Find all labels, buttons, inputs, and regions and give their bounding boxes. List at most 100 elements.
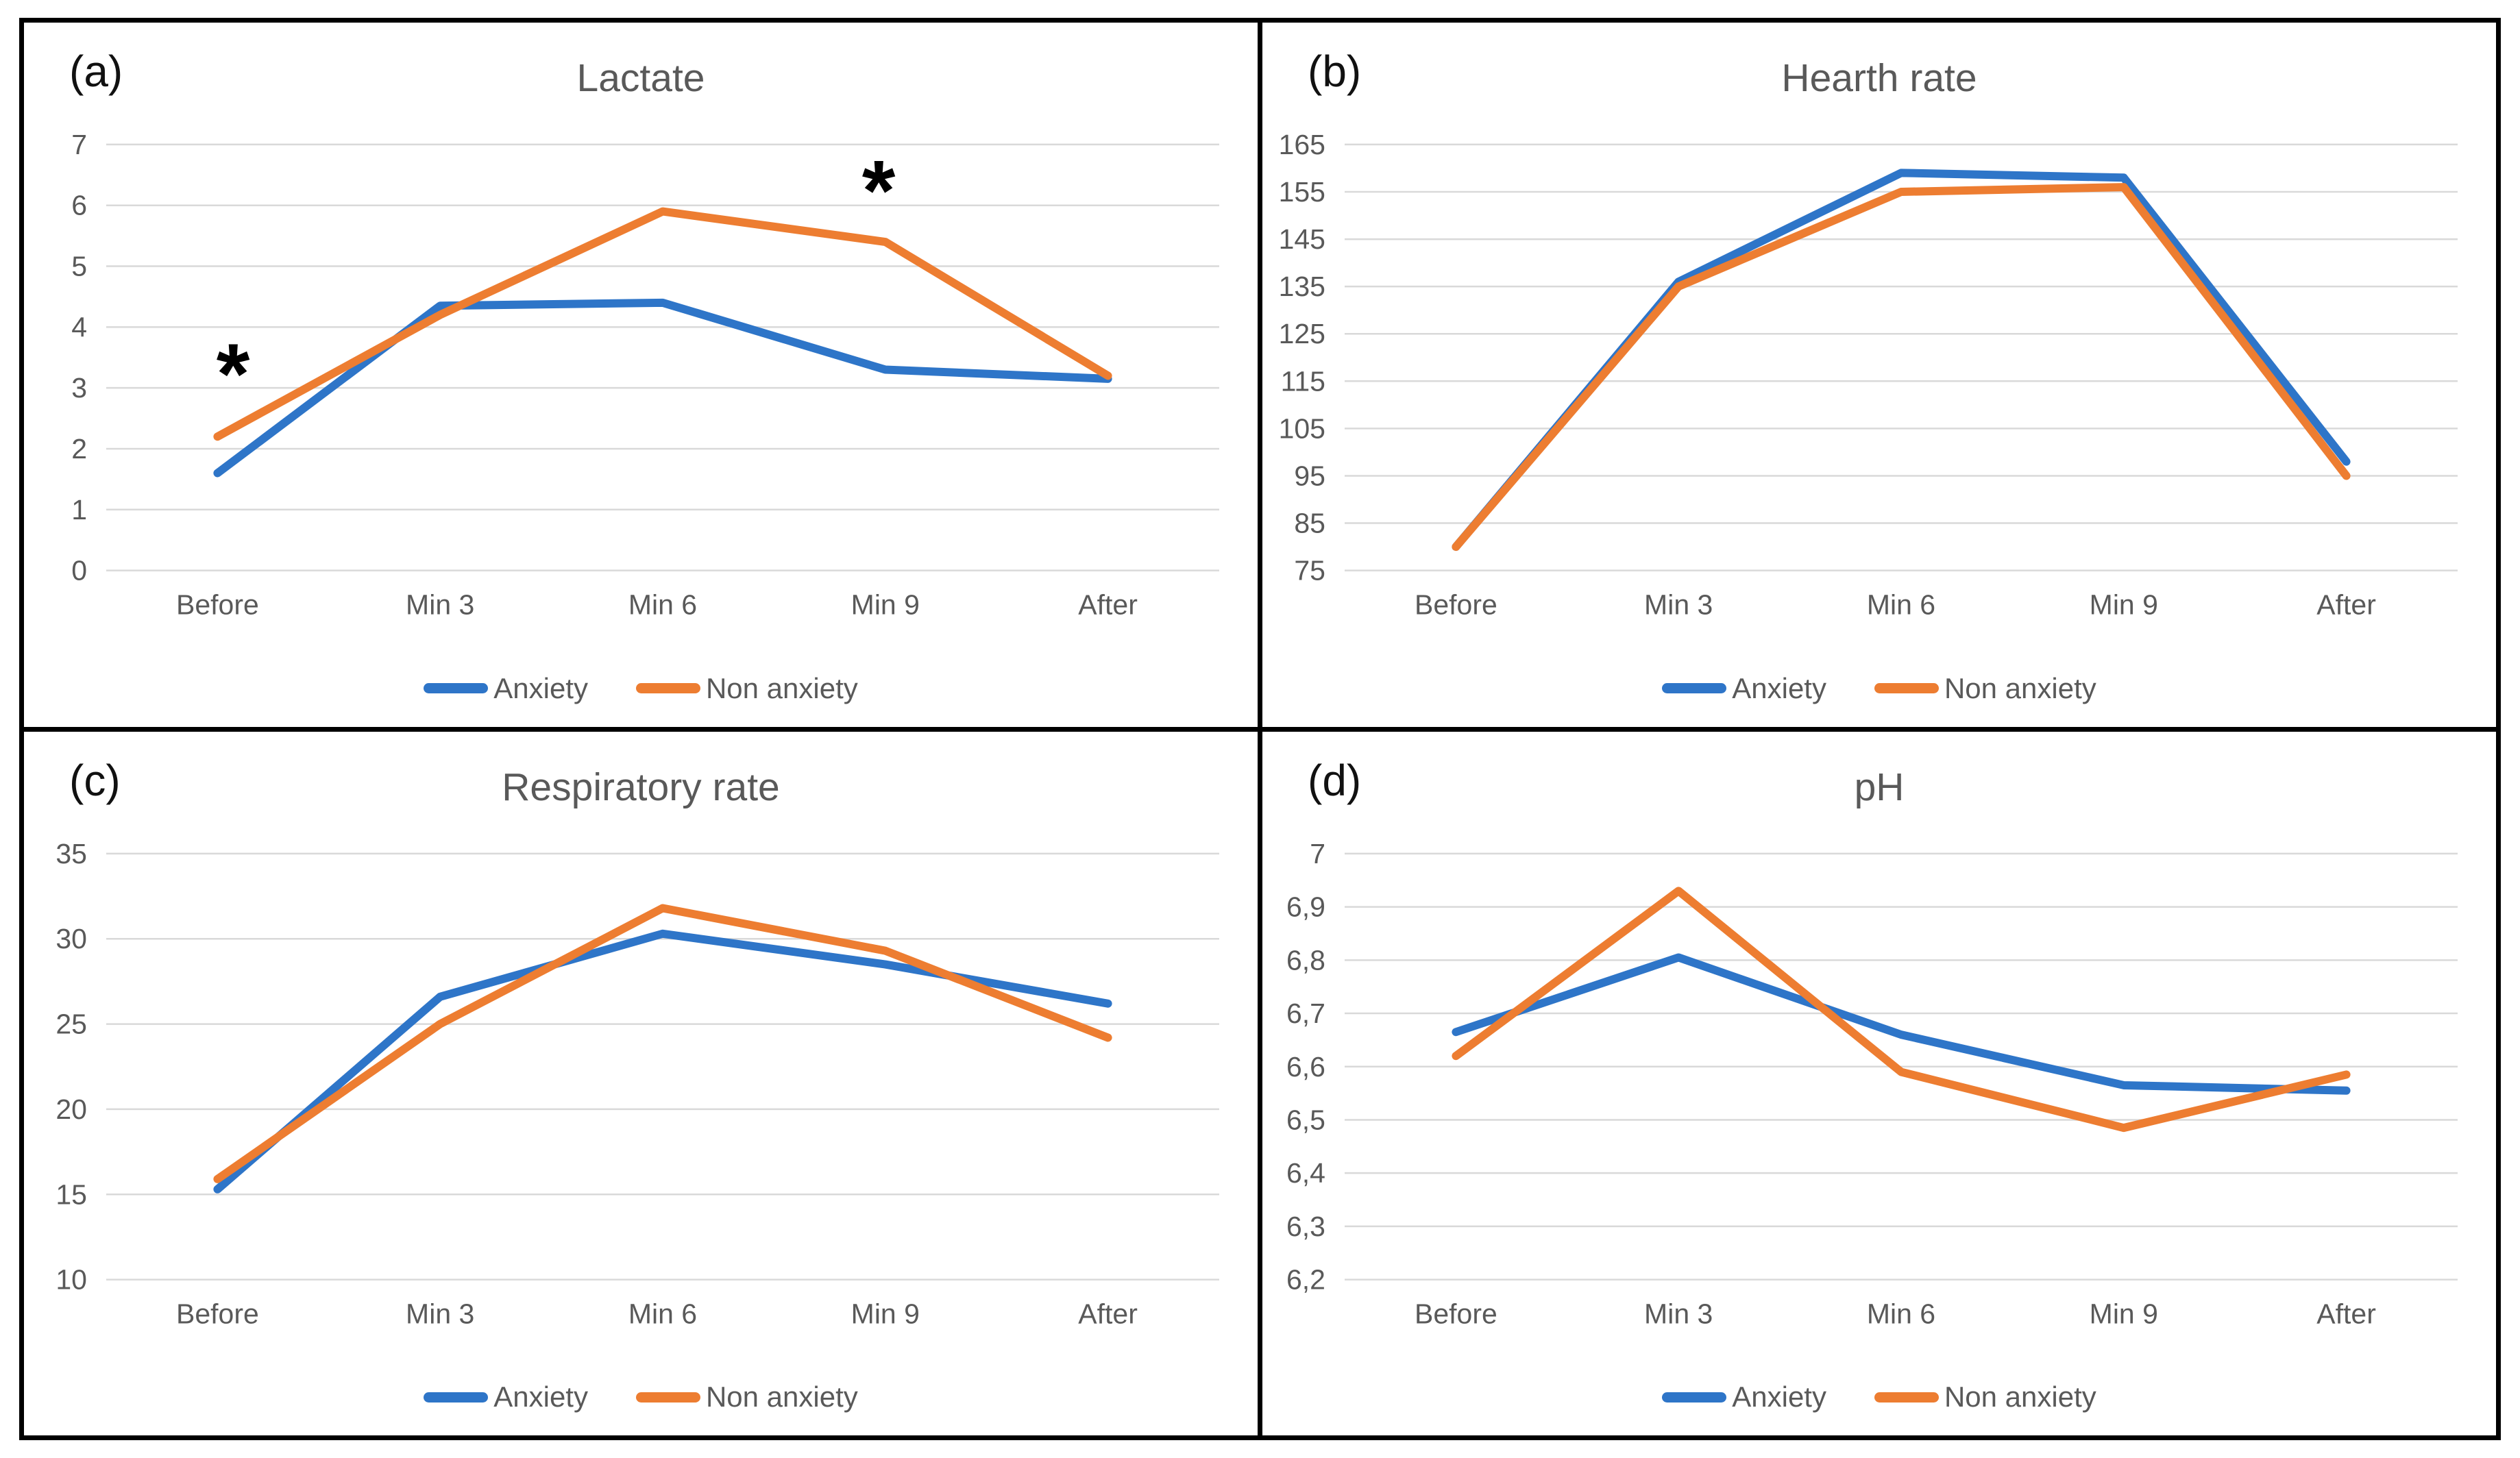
x-axis-category-label: Min 6 bbox=[1867, 1298, 1935, 1329]
y-axis-tick-label: 1 bbox=[71, 494, 87, 526]
y-axis-tick-label: 115 bbox=[1281, 365, 1325, 397]
legend-label: Anxiety bbox=[493, 1381, 588, 1413]
y-axis-tick-label: 6,9 bbox=[1286, 891, 1325, 922]
series-line-anxiety bbox=[1452, 952, 2351, 1095]
y-axis-tick-label: 25 bbox=[56, 1008, 87, 1039]
panel-letter: (b) bbox=[1308, 47, 1362, 96]
legend-item-anxiety: Anxiety bbox=[424, 1381, 588, 1413]
x-axis-category-label: Min 6 bbox=[628, 1298, 697, 1329]
y-axis-tick-label: 5 bbox=[71, 251, 87, 282]
lactate-chart: 0 1 2 3 4 5 6 7 Before Min 3 Min 6 Min 9 After * * bbox=[71, 129, 1219, 621]
x-axis-category-label: Min 9 bbox=[2090, 589, 2158, 621]
y-axis-tick-label: 10 bbox=[56, 1263, 87, 1295]
non-anxiety-line-swatch bbox=[1874, 683, 1939, 693]
panel-letter: (a) bbox=[69, 47, 123, 96]
significance-asterisk: * bbox=[862, 144, 896, 239]
panel-letter: (c) bbox=[69, 755, 121, 805]
heart-rate-chart: 75 85 95 105 115 125 135 145 155 165 Before Min 3 Mi… bbox=[1279, 129, 2458, 621]
x-axis-category-label: After bbox=[2316, 1298, 2376, 1329]
panel-letter: (d) bbox=[1308, 755, 1362, 805]
anxiety-line-swatch bbox=[424, 683, 489, 693]
y-axis-tick-label: 95 bbox=[1294, 460, 1325, 491]
series-line-non-anxiety bbox=[1452, 183, 2351, 552]
series-line-non-anxiety bbox=[213, 207, 1112, 441]
y-axis-tick-label: 155 bbox=[1279, 176, 1325, 208]
y-axis-tick-label: 145 bbox=[1279, 223, 1325, 255]
series-line-anxiety bbox=[213, 298, 1112, 478]
x-axis-category-label: Before bbox=[1415, 1298, 1497, 1329]
y-axis-tick-label: 7 bbox=[1310, 837, 1325, 869]
legend-item-anxiety: Anxiety bbox=[424, 672, 588, 705]
chart-title: Lactate bbox=[576, 56, 705, 100]
x-axis-category-label: Min 3 bbox=[406, 1298, 474, 1329]
x-axis-category-label: Min 6 bbox=[1867, 589, 1935, 621]
series-line-non-anxiety bbox=[1452, 886, 2351, 1132]
panel-d-ph: (d) pH 6,2 6,3 6,4 6,5 6,6 6,7 6,8 6,9 7 Before Mi… bbox=[1262, 731, 2496, 1435]
legend-label: Anxiety bbox=[1732, 1381, 1826, 1413]
y-axis-tick-label: 6,5 bbox=[1286, 1104, 1325, 1135]
x-axis-category-label: After bbox=[1078, 589, 1138, 621]
anxiety-line-swatch bbox=[1662, 1392, 1727, 1403]
y-axis-tick-label: 6,4 bbox=[1286, 1157, 1325, 1189]
x-axis-category-label: Min 6 bbox=[628, 589, 697, 621]
legend-label: Non anxiety bbox=[705, 1381, 858, 1413]
chart-legend: Anxiety Non anxiety bbox=[24, 672, 1258, 705]
chart-legend: Anxiety Non anxiety bbox=[1262, 1381, 2496, 1413]
x-axis-category-label: Min 3 bbox=[406, 589, 474, 621]
chart-title: pH bbox=[1854, 765, 1905, 809]
y-axis-tick-label: 20 bbox=[56, 1093, 87, 1124]
panel-c-respiratory-rate: (c) Respiratory rate 10 15 20 25 30 35 Before M… bbox=[24, 731, 1258, 1435]
x-axis-category-label: Before bbox=[176, 1298, 259, 1329]
series-line-non-anxiety bbox=[213, 903, 1112, 1183]
legend-item-non-anxiety: Non anxiety bbox=[1874, 672, 2096, 705]
x-axis-category-label: Min 3 bbox=[1644, 589, 1713, 621]
legend-label: Non anxiety bbox=[1944, 1381, 2096, 1413]
y-axis-tick-label: 6,6 bbox=[1286, 1050, 1325, 1082]
chart-legend: Anxiety Non anxiety bbox=[1262, 672, 2496, 705]
y-axis-tick-label: 6,3 bbox=[1286, 1210, 1325, 1241]
significance-asterisk: * bbox=[217, 327, 250, 422]
legend-item-non-anxiety: Non anxiety bbox=[635, 671, 858, 705]
legend-item-non-anxiety: Non anxiety bbox=[1874, 1381, 2096, 1413]
y-axis-tick-label: 4 bbox=[71, 311, 87, 343]
non-anxiety-line-swatch bbox=[635, 683, 700, 693]
y-axis-tick-label: 2 bbox=[71, 433, 87, 465]
y-axis-tick-label: 3 bbox=[71, 372, 87, 404]
non-anxiety-line-swatch bbox=[1874, 1392, 1939, 1403]
y-axis-tick-label: 6 bbox=[71, 190, 87, 221]
chart-legend: Anxiety Non anxiety bbox=[24, 1381, 1258, 1413]
y-axis-tick-label: 75 bbox=[1294, 555, 1325, 586]
x-axis-category-label: Before bbox=[176, 589, 259, 621]
y-axis-tick-label: 105 bbox=[1279, 412, 1325, 444]
x-axis-category-label: Min 9 bbox=[2090, 1298, 2158, 1329]
x-axis-category-label: Min 9 bbox=[851, 589, 920, 621]
legend-label: Non anxiety bbox=[705, 671, 858, 704]
legend-item-non-anxiety: Non anxiety bbox=[635, 1381, 858, 1413]
x-axis-category-label: Before bbox=[1415, 589, 1497, 621]
chart-title: Respiratory rate bbox=[502, 765, 780, 809]
x-axis-category-label: After bbox=[1078, 1298, 1138, 1329]
x-axis-category-label: Min 3 bbox=[1644, 1298, 1713, 1329]
ph-chart: 6,2 6,3 6,4 6,5 6,6 6,7 6,8 6,9 7 Before Min 3 Min … bbox=[1286, 837, 2458, 1329]
y-axis-tick-label: 135 bbox=[1279, 271, 1325, 302]
legend-label: Anxiety bbox=[493, 671, 588, 704]
anxiety-line-swatch bbox=[1662, 683, 1727, 693]
y-axis-tick-label: 125 bbox=[1279, 318, 1325, 349]
y-axis-tick-label: 7 bbox=[71, 129, 87, 160]
y-axis-tick-label: 6,8 bbox=[1286, 944, 1325, 976]
four-panel-figure: (a) Lactate 0 1 2 3 4 5 6 7 Before Min 3 Min 6 Min … bbox=[19, 18, 2501, 1440]
legend-label: Non anxiety bbox=[1944, 671, 2096, 704]
y-axis-tick-label: 165 bbox=[1279, 129, 1325, 160]
respiratory-rate-chart: 10 15 20 25 30 35 Before Min 3 Min 6 Min 9 After bbox=[56, 837, 1219, 1329]
y-axis-tick-label: 6,2 bbox=[1286, 1263, 1325, 1295]
panel-a-lactate: (a) Lactate 0 1 2 3 4 5 6 7 Before Min 3 Min 6 Min … bbox=[24, 23, 1258, 727]
series-line-anxiety bbox=[1452, 169, 2351, 552]
series-line-anxiety bbox=[213, 929, 1112, 1194]
y-axis-tick-label: 30 bbox=[56, 923, 87, 954]
legend-item-anxiety: Anxiety bbox=[1662, 1381, 1826, 1413]
anxiety-line-swatch bbox=[424, 1392, 489, 1403]
legend-item-anxiety: Anxiety bbox=[1662, 672, 1826, 705]
x-axis-category-label: Min 9 bbox=[851, 1298, 920, 1329]
x-axis-category-label: After bbox=[2316, 589, 2376, 621]
legend-label: Anxiety bbox=[1732, 671, 1826, 704]
